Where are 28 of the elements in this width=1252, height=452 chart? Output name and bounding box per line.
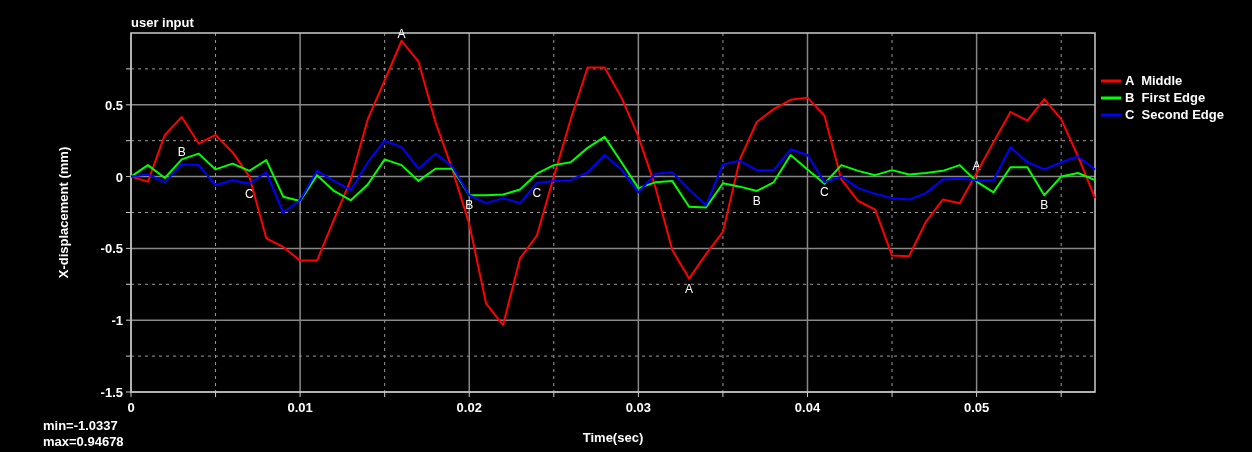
legend-label: C Second Edge (1125, 107, 1224, 122)
annotation: C (532, 186, 542, 201)
annotation: B (752, 193, 761, 208)
line-series (130, 39, 1096, 327)
x-tick-label: 0.03 (625, 400, 652, 415)
annotation: C (245, 186, 255, 201)
legend-label: B First Edge (1125, 90, 1206, 105)
x-tick-label: 0.05 (963, 400, 990, 415)
chart-title: user input (131, 15, 195, 30)
x-axis-title: Time(sec) (582, 430, 644, 445)
annotation: B (1040, 198, 1049, 213)
x-tick-label: 0.04 (794, 400, 821, 415)
annotation: B (465, 198, 474, 213)
annotation: C (820, 185, 830, 200)
annotation: B (177, 145, 186, 160)
text: min=-1.0337 (43, 418, 118, 433)
y-tick-label: 0.5 (104, 97, 123, 113)
y-tick-label: -0.5 (100, 241, 123, 257)
x-tick-label: 0.02 (456, 400, 482, 415)
x-tick-label: 0.01 (287, 400, 313, 415)
y-tick-label: -1 (111, 313, 123, 329)
y-axis-title: X-displacement (mm) (56, 146, 71, 279)
y-tick-label: 0 (115, 169, 123, 185)
annotation: A (685, 281, 694, 296)
text: max=0.94678 (43, 434, 124, 449)
x-tick-label: 0 (127, 400, 135, 415)
legend-label: A Middle (1125, 73, 1183, 88)
y-tick-label: -1.5 (100, 385, 123, 400)
